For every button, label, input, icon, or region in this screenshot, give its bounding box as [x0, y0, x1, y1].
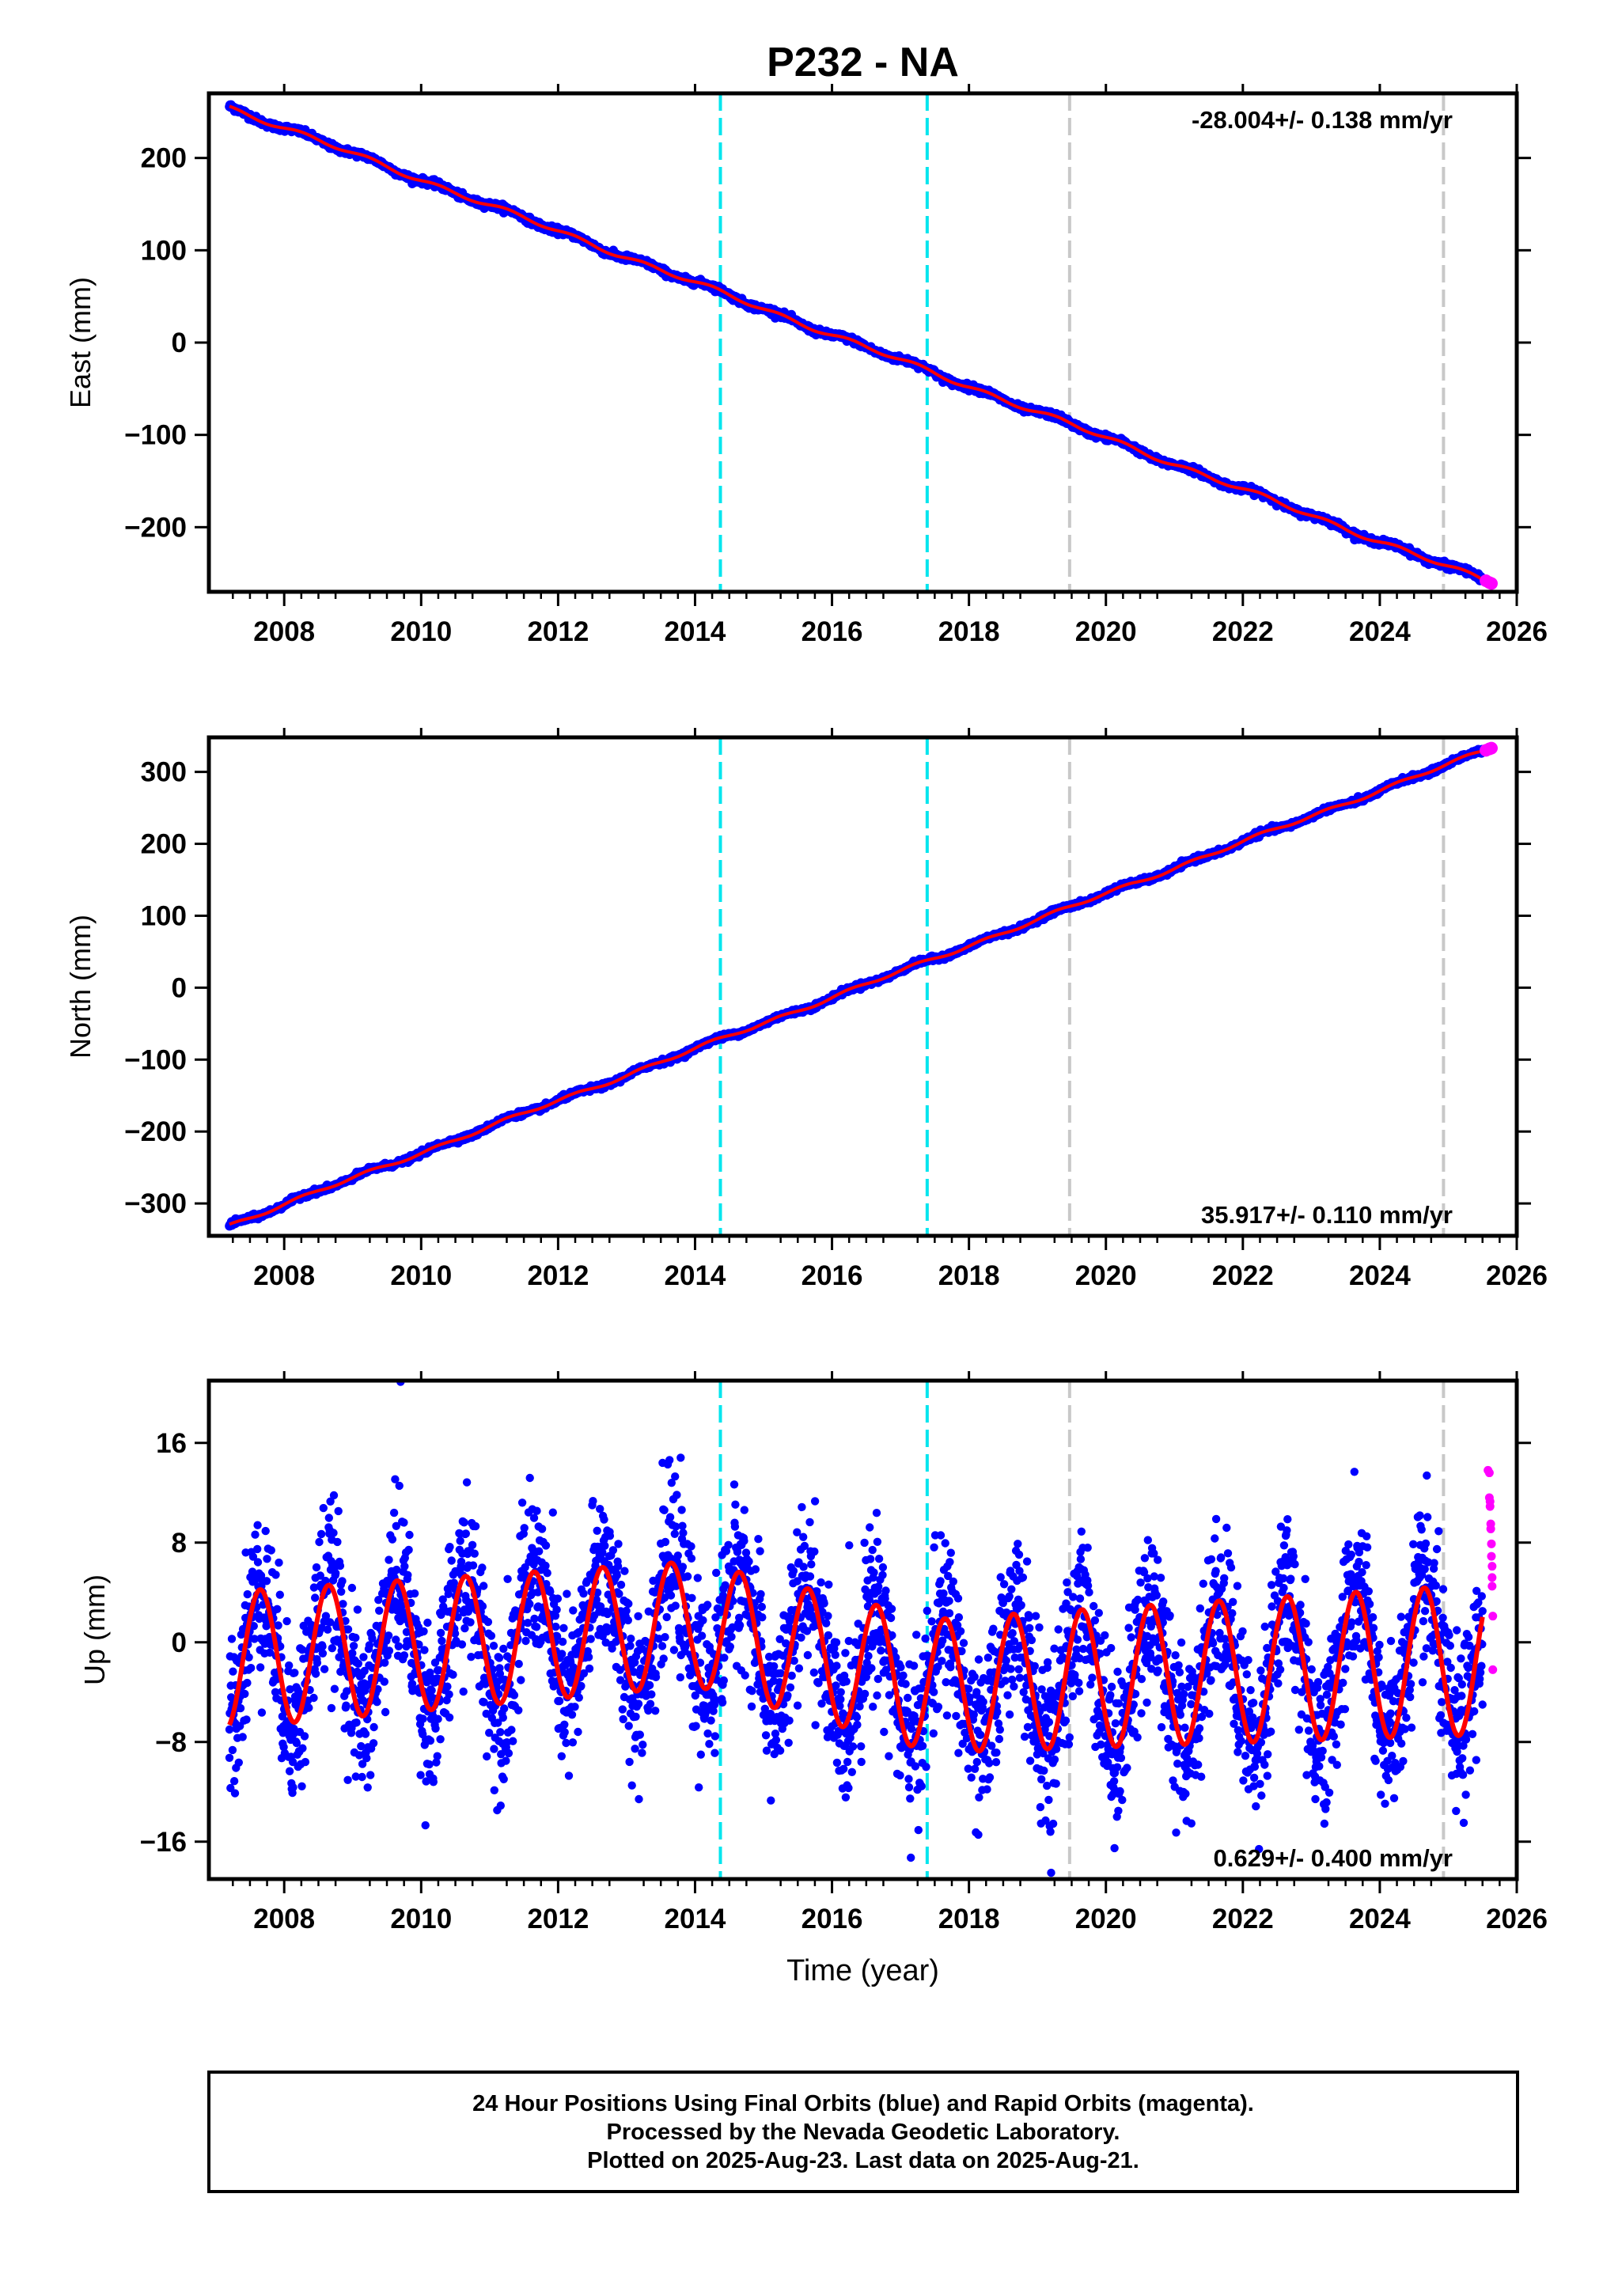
x-tick-label: 2010	[390, 616, 452, 647]
y-tick-label: 200	[141, 143, 187, 174]
x-tick-label: 2022	[1212, 616, 1274, 647]
x-tick-label: 2008	[253, 1260, 315, 1291]
x-tick-label: 2010	[390, 1260, 452, 1291]
y-tick-label: −100	[124, 420, 187, 451]
x-tick-label: 2026	[1486, 616, 1548, 647]
x-axis-east: 2008 2010 2012 2014 2016 2018 2020 2022 2024 2026	[232, 84, 1548, 647]
x-tick-label: 2020	[1075, 616, 1137, 647]
rapid-orbit-points-north	[1480, 741, 1498, 757]
model-fit-line-north	[229, 748, 1490, 1226]
panel-frame-north	[207, 735, 1519, 1238]
model-fit-line-east	[229, 104, 1491, 585]
panel-frame-east	[207, 91, 1519, 594]
plot-area-east	[225, 93, 1498, 592]
x-tick-label: 2018	[938, 616, 1000, 647]
x-tick-label: 2012	[527, 616, 589, 647]
rapid-orbit-points-east	[1480, 574, 1498, 590]
chart-title: P232 - NA	[767, 40, 959, 85]
y-axis-east: 200 100 0 −100 −200 East (mm)	[64, 143, 1531, 543]
y-tick-label: 100	[141, 235, 187, 266]
y-tick-label: −200	[124, 512, 187, 543]
x-tick-label: 2014	[665, 616, 726, 647]
rapid-orbit-point	[1484, 577, 1498, 590]
rate-annotation-east: -28.004+/- 0.138 mm/yr	[1192, 106, 1453, 134]
rapid-orbit-point	[1484, 741, 1498, 755]
y-axis-label: East (mm)	[64, 277, 97, 408]
x-tick-label: 2008	[253, 616, 315, 647]
plot-area-north	[225, 737, 1498, 1236]
x-axis-north: 2008 2010 2012 2014 2016 2018 2020 2022 2024 2026	[232, 728, 1548, 1291]
x-tick-label: 2016	[802, 616, 863, 647]
x-tick-label: 2024	[1349, 616, 1411, 647]
panel-east: 2008 2010 2012 2014 2016 2018 2020 2022 2024 2026…	[64, 40, 1548, 647]
panel-north: 2008 2010 2012 2014 2016 2018 2020 2022 2024 2026…	[64, 728, 1548, 1291]
y-tick-label: 0	[172, 328, 187, 358]
